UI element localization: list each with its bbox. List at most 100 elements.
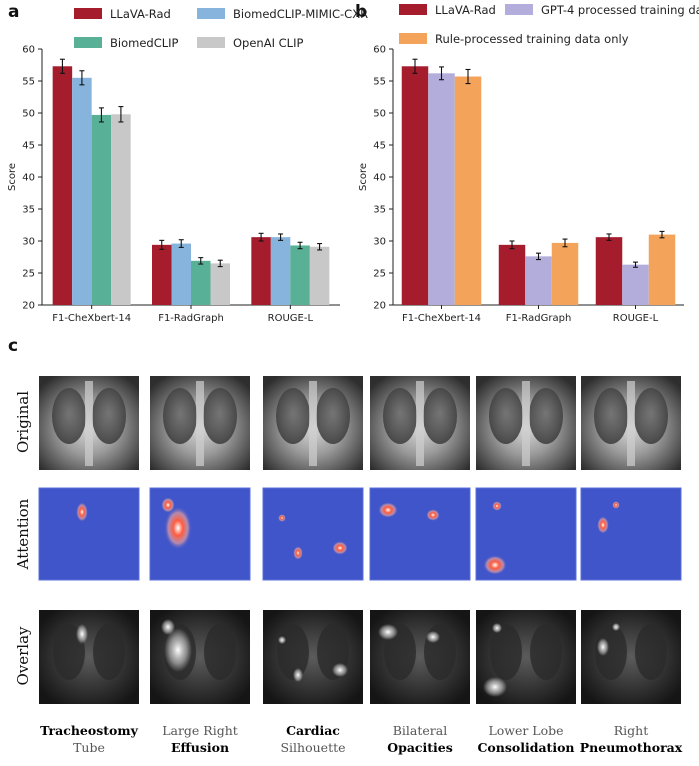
bar-llava-rad [401,66,429,305]
left-lung [276,388,310,444]
attention-hotspot [483,555,507,575]
overlay-hotspot [483,677,507,697]
y-tick-label: 45 [22,141,35,152]
heatmap-background [581,488,681,580]
bar-llava-rad [498,244,526,305]
overlay-left-lung [490,624,522,680]
attention-heatmap [38,487,140,581]
x-tick-label: ROUGE-L [613,313,659,324]
caption-line-1: Large Right [162,723,238,738]
x-tick-label: F1-CheXbert-14 [402,313,481,324]
y-tick-label: 50 [373,109,386,120]
panel-b-letter: b [355,2,368,22]
overlay-left-lung [277,624,309,680]
caption-line-1: Cardiac [286,723,340,738]
overlay-image [263,610,363,704]
bar-gpt-4-processed-training-data [525,256,552,305]
y-tick-label: 20 [373,301,386,312]
y-tick-label: 60 [373,45,386,56]
left-lung [163,388,197,444]
overlay-right-lung [204,624,236,680]
right-lung [203,388,237,444]
overlay-hotspot [426,631,440,643]
overlay-hotspot [164,628,192,672]
overlay-image [581,610,681,704]
legend-label: OpenAI CLIP [233,36,303,50]
caption-line-2: Opacities [387,740,453,755]
original-xray-image [150,376,250,470]
right-lung [634,388,668,444]
y-tick-label: 25 [22,269,35,280]
caption-line-2: Tube [73,740,105,755]
y-tick-label: 50 [22,109,35,120]
attention-heatmap [149,487,251,581]
y-tick-label: 30 [22,237,35,248]
legend-swatch [399,33,427,44]
heatmap-background [263,488,363,580]
attention-heatmap [580,487,682,581]
overlay-image [370,610,470,704]
x-tick-label: ROUGE-L [268,313,314,324]
legend-swatch [505,4,533,15]
bar-llava-rad [152,244,172,305]
heatmap-border [580,487,682,581]
heatmap-border [369,487,471,581]
bar-llava-rad [52,66,73,305]
caption-line-2: Pneumothorax [580,740,683,755]
right-lung [92,388,126,444]
spine [416,381,424,466]
legend-swatch [197,8,225,19]
attention-hotspot [161,497,175,513]
legend-swatch [197,37,225,48]
chart-b-group: 20 25 30 35 40 45 50 55 60 Score F1-CheXbert-14 F1-… [358,3,699,324]
overlay-image [150,610,250,704]
caption-line-2: Silhouette [280,740,345,755]
spine [309,381,317,466]
legend-label: BiomedCLIP-MIMIC-CXR [233,7,368,21]
bar-openai-clip [111,114,131,305]
heatmap-border [38,487,140,581]
overlay-right-lung [530,624,562,680]
attention-hotspot [597,516,609,534]
y-tick-label: 40 [373,173,386,184]
y-tick-label: 55 [373,77,386,88]
overlay-hotspot [597,638,609,656]
bar-biomedclip [191,260,211,305]
bar-biomedclip-mimic-cxr [72,77,92,305]
y-tick-label: 20 [22,301,35,312]
legend-label: LLaVA-Rad [435,3,496,17]
heatmap-border [475,487,577,581]
bar-biomedclip [91,114,112,305]
spine [522,381,530,466]
x-tick-label: F1-CheXbert-14 [52,313,131,324]
left-lung [383,388,417,444]
legend-swatch [399,4,427,15]
overlay-right-lung [635,624,667,680]
x-tick-label: F1-RadGraph [506,313,572,324]
caption-line-2: Consolidation [477,740,574,755]
caption-line-1: Right [614,723,649,738]
bar-biomedclip-mimic-cxr [270,237,291,305]
bar-openai-clip [309,246,330,305]
y-tick-label: 25 [373,269,386,280]
left-lung [594,388,628,444]
caption-line-1: Bilateral [393,723,447,738]
attention-heatmap [262,487,364,581]
overlay-hotspot [378,624,398,640]
spine [196,381,204,466]
legend-label: Rule-processed training data only [435,32,629,46]
heatmap-border [262,487,364,581]
y-axis-label: Score [7,163,18,191]
attention-hotspot [278,514,286,522]
heatmap-background [370,488,470,580]
legend-label: BiomedCLIP [110,36,179,50]
bar-openai-clip [210,263,230,305]
original-xray-image [39,376,139,470]
attention-heatmap [475,487,577,581]
overlay-hotspot [293,668,303,682]
overlay-hotspot [76,624,88,644]
caption-line-2: Effusion [171,740,229,755]
